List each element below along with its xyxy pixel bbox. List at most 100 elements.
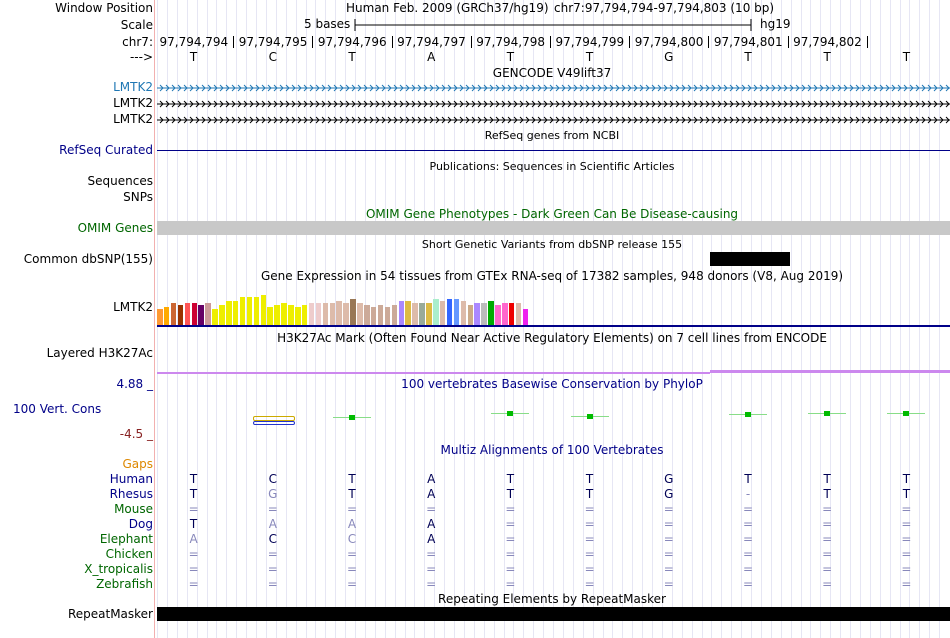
window-coordinates[interactable]: chr7:97,794,794-97,794,803 (10 bp) (554, 1, 775, 15)
gtex-tissue-bar[interactable] (246, 297, 253, 325)
gtex-tissue-bar[interactable] (157, 309, 163, 325)
gtex-tissue-bar[interactable] (267, 307, 273, 325)
refseq-label[interactable]: RefSeq Curated (59, 143, 153, 157)
gtex-tissue-bar[interactable] (433, 299, 439, 325)
gencode-transcript-line[interactable] (157, 115, 950, 125)
gtex-tissue-bar[interactable] (419, 303, 425, 325)
gtex-tissue-bar[interactable] (163, 307, 170, 325)
gtex-tissue-bar[interactable] (398, 301, 405, 325)
gtex-tissue-bar[interactable] (191, 303, 198, 325)
gtex-tissue-bar[interactable] (315, 303, 322, 325)
phylop-score-mark[interactable] (824, 411, 831, 416)
gtex-tissue-bar[interactable] (198, 305, 204, 325)
gtex-tissue-bar[interactable] (288, 305, 294, 325)
h3k27ac-track-title[interactable]: H3K27Ac Mark (Often Found Near Active Re… (277, 331, 827, 345)
gtex-tissue-bar[interactable] (357, 303, 363, 325)
gtex-tissue-bar[interactable] (377, 305, 384, 325)
gtex-tissue-bar[interactable] (474, 303, 480, 325)
multiz-track-title[interactable]: Multiz Alignments of 100 Vertebrates (440, 443, 664, 457)
gtex-tissue-bar[interactable] (460, 301, 467, 325)
gtex-tissue-bar[interactable] (370, 307, 377, 325)
gtex-tissue-bar[interactable] (405, 301, 411, 325)
gencode-transcript-line[interactable] (157, 83, 950, 93)
multiz-species-label[interactable]: Zebrafish (96, 577, 153, 591)
omim-feature-bar[interactable] (157, 221, 950, 235)
gtex-tissue-bar[interactable] (495, 305, 501, 325)
gtex-tissue-bar[interactable] (502, 303, 508, 325)
gtex-tissue-bar[interactable] (439, 301, 446, 325)
gaps-label[interactable]: Gaps (122, 457, 153, 471)
gencode-track-title[interactable]: GENCODE V49lift37 (492, 66, 612, 80)
publications-sequences-label[interactable]: Sequences (87, 174, 153, 188)
publications-snps-label[interactable]: SNPs (123, 190, 153, 204)
gtex-tissue-bar[interactable] (343, 303, 349, 325)
refseq-track-title[interactable]: RefSeq genes from NCBI (484, 129, 620, 142)
refseq-gene-line[interactable] (157, 150, 950, 151)
gtex-tissue-bar[interactable] (522, 309, 529, 325)
gtex-tissue-bar[interactable] (212, 309, 218, 325)
phylop-score-mark[interactable] (745, 412, 751, 417)
gtex-tissue-bar[interactable] (184, 303, 191, 325)
gtex-tissue-bar[interactable] (301, 305, 308, 325)
gencode-gene-label[interactable]: LMTK2 (113, 96, 153, 110)
dbsnp-variant-block[interactable] (710, 252, 790, 266)
multiz-species-label[interactable]: Human (109, 472, 153, 486)
phylop-score-mark[interactable] (349, 415, 355, 420)
repeatmasker-block[interactable] (157, 607, 950, 621)
gtex-tissue-bar[interactable] (384, 307, 391, 325)
gtex-tissue-bar[interactable] (515, 303, 522, 325)
gtex-tissue-bar[interactable] (253, 297, 260, 325)
h3k27ac-label[interactable]: Layered H3K27Ac (46, 346, 153, 360)
dbsnp-track-title[interactable]: Short Genetic Variants from dbSNP releas… (421, 238, 683, 251)
gtex-tissue-bar[interactable] (232, 301, 239, 325)
gtex-tissue-bar[interactable] (226, 301, 232, 325)
phylop-label[interactable]: 100 Vert. Cons (13, 402, 102, 416)
gtex-tissue-bar[interactable] (350, 299, 356, 325)
gtex-tissue-bar[interactable] (426, 303, 432, 325)
gtex-tissue-bar[interactable] (260, 295, 267, 325)
gtex-tissue-bar[interactable] (281, 303, 287, 325)
phylop-score-mark[interactable] (903, 411, 910, 416)
phylop-track-title[interactable]: 100 vertebrates Basewise Conservation by… (401, 377, 703, 391)
multiz-species-label[interactable]: Chicken (105, 547, 153, 561)
gtex-tissue-bar[interactable] (239, 297, 246, 325)
repeatmasker-track-title[interactable]: Repeating Elements by RepeatMasker (438, 592, 666, 606)
gtex-tissue-bar[interactable] (295, 307, 301, 325)
gtex-tissue-bar[interactable] (508, 303, 515, 325)
gtex-tissue-bar[interactable] (177, 305, 184, 325)
omim-label[interactable]: OMIM Genes (77, 221, 153, 235)
phylop-score-mark[interactable] (586, 414, 593, 419)
gtex-track-title[interactable]: Gene Expression in 54 tissues from GTEx … (260, 269, 844, 283)
gtex-tissue-bar[interactable] (308, 303, 315, 325)
gtex-label[interactable]: LMTK2 (113, 300, 153, 314)
gtex-tissue-bar[interactable] (322, 303, 329, 325)
gtex-tissue-bar[interactable] (481, 303, 487, 325)
gtex-tissue-bar[interactable] (170, 303, 177, 325)
gtex-tissue-bar[interactable] (205, 303, 211, 325)
gtex-tissue-bar[interactable] (364, 305, 370, 325)
publications-track-title[interactable]: Publications: Sequences in Scientific Ar… (429, 160, 675, 173)
gtex-tissue-bar[interactable] (467, 305, 474, 325)
multiz-species-label[interactable]: Dog (128, 517, 153, 531)
gtex-tissue-bar[interactable] (488, 301, 494, 325)
multiz-species-label[interactable]: Elephant (99, 532, 153, 546)
gtex-tissue-bar[interactable] (274, 305, 280, 325)
multiz-species-label[interactable]: X_tropicalis (84, 562, 153, 576)
gencode-transcript-line[interactable] (157, 99, 950, 109)
gtex-tissue-bar[interactable] (336, 301, 342, 325)
phylop-score-mark[interactable] (507, 411, 514, 416)
gtex-tissue-bar[interactable] (453, 299, 460, 325)
repeatmasker-label[interactable]: RepeatMasker (67, 607, 153, 621)
gencode-gene-label[interactable]: LMTK2 (113, 80, 153, 94)
gtex-tissue-bar[interactable] (412, 303, 418, 325)
gencode-gene-label[interactable]: LMTK2 (113, 112, 153, 126)
dbsnp-label[interactable]: Common dbSNP(155) (23, 252, 153, 266)
omim-track-title[interactable]: OMIM Gene Phenotypes - Dark Green Can Be… (365, 207, 739, 221)
multiz-species-label[interactable]: Rhesus (109, 487, 153, 501)
gtex-tissue-bar[interactable] (446, 299, 453, 325)
multiz-species-label[interactable]: Mouse (114, 502, 153, 516)
gtex-tissue-bar[interactable] (329, 303, 336, 325)
gtex-tissue-bar[interactable] (219, 305, 225, 325)
gtex-tissue-bar[interactable] (391, 305, 398, 325)
